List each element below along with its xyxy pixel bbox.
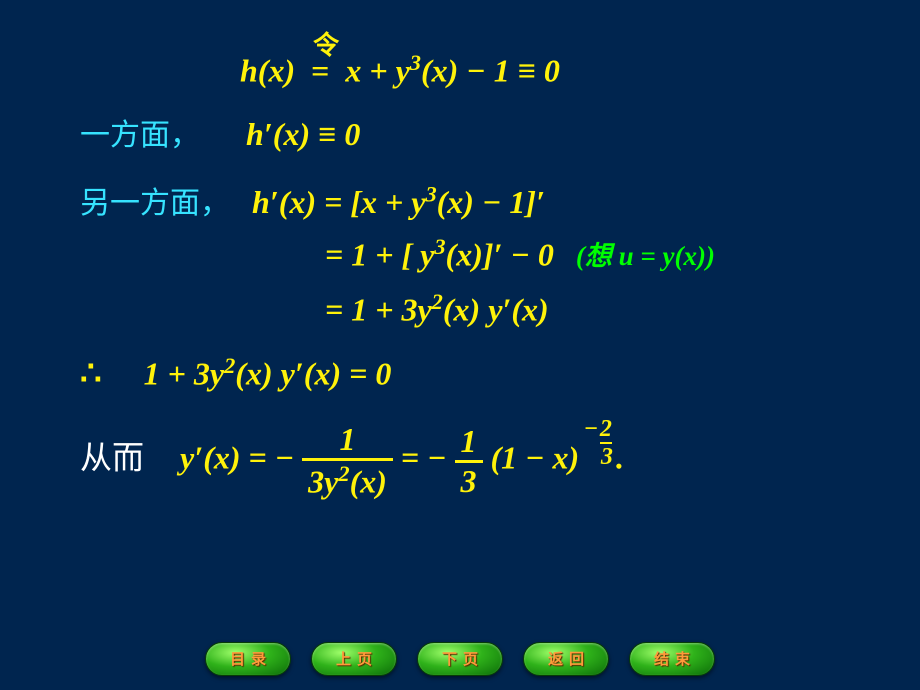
fraction-1: 1 3y2(x) — [302, 421, 393, 501]
d3-head: = 1 + 3y — [325, 292, 432, 328]
label-thus: 从而 — [80, 439, 144, 475]
nav-back-button[interactable]: 返回 — [523, 642, 609, 676]
nav-toc-button[interactable]: 目录 — [205, 642, 291, 676]
final-exponent: −23 — [581, 416, 615, 471]
line-step2: = 1 + [ y3(x)]′ − 0 (想 u = y(x)) — [325, 234, 840, 274]
exp3-a: 3 — [410, 50, 421, 75]
line-final: 从而 y′(x) = − 1 3y2(x) = − 1 3 (1 − x)−23… — [80, 416, 840, 501]
therefore-symbol: ∴ — [80, 356, 102, 393]
nav-bar: 目录 上页 下页 返回 结束 — [0, 642, 920, 676]
d2-head: = 1 + [ y — [325, 236, 434, 272]
label-aspect1: 一方面， — [80, 119, 200, 152]
d3-tail: (x) y′(x) — [443, 292, 549, 328]
def-tail: (x) − 1 ≡ 0 — [421, 53, 560, 89]
line-aspect2: 另一方面， h′(x) = [x + y3(x) − 1]′ — [80, 178, 840, 222]
frac2-den: 3 — [455, 463, 483, 500]
final-mid: = − — [401, 439, 447, 475]
nav-next-button[interactable]: 下页 — [417, 642, 503, 676]
frac2-num: 1 — [455, 423, 483, 463]
equation-definition: h(x) 令 = x + y3(x) − 1 ≡ 0 — [240, 50, 840, 90]
d1-lhs: h′(x) = [x + y — [252, 184, 425, 220]
line-result: ∴ 1 + 3y2(x) y′(x) = 0 — [80, 353, 840, 394]
ling-annotation: 令 — [313, 25, 339, 62]
frac1-den: 3y2(x) — [302, 461, 393, 501]
line-aspect1: 一方面， h′(x) ≡ 0 — [80, 110, 840, 154]
exp3-c: 3 — [434, 234, 445, 259]
nav-prev-button[interactable]: 上页 — [311, 642, 397, 676]
exp3-b: 3 — [425, 181, 436, 206]
exp2-a: 2 — [432, 289, 443, 314]
label-aspect2: 另一方面， — [80, 187, 230, 220]
res-tail: (x) y′(x) = 0 — [235, 356, 391, 392]
res-head: 1 + 3y — [144, 356, 224, 392]
hint-substitution: (想 u = y(x)) — [576, 241, 715, 271]
exp2-b: 2 — [224, 353, 235, 378]
final-period: . — [615, 439, 623, 475]
final-lhs: y′(x) = − — [180, 439, 294, 475]
def-mid: x + y — [345, 53, 409, 89]
eq-zero: h′(x) ≡ 0 — [246, 116, 360, 152]
final-tail-base: (1 − x) — [491, 439, 580, 475]
frac1-num: 1 — [302, 421, 393, 461]
nav-end-button[interactable]: 结束 — [629, 642, 715, 676]
line-step3: = 1 + 3y2(x) y′(x) — [325, 289, 840, 329]
fraction-2: 1 3 — [455, 423, 483, 500]
def-lhs: h(x) — [240, 53, 295, 89]
d1-tail: (x) − 1]′ — [437, 184, 545, 220]
d2-tail: (x)]′ − 0 — [446, 236, 554, 272]
